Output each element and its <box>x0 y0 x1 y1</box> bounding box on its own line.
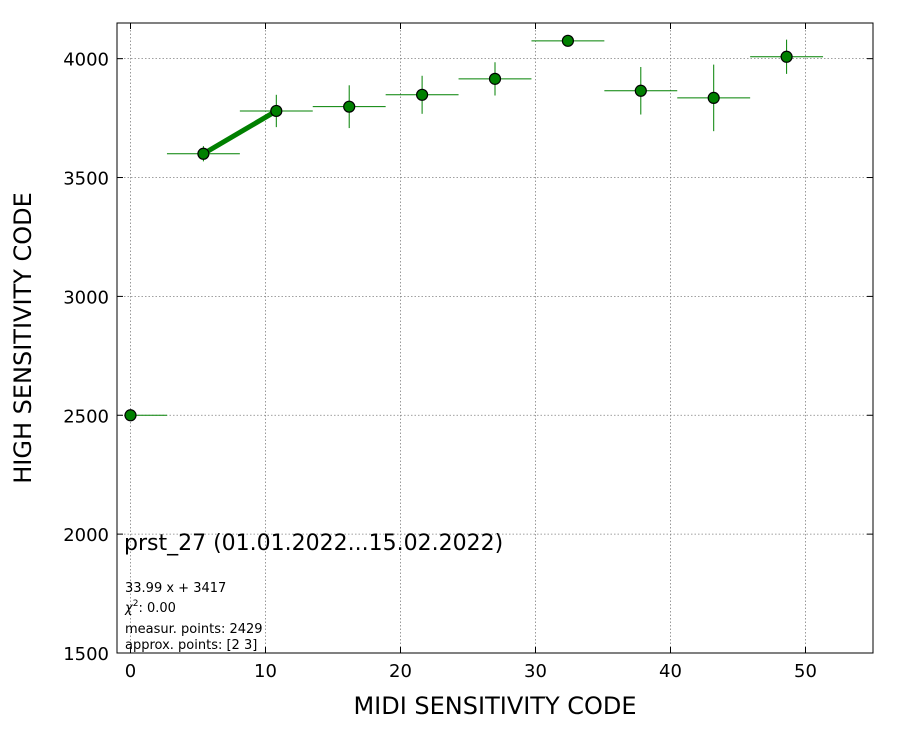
y-tick-label: 4000 <box>63 50 109 71</box>
data-point <box>270 104 283 118</box>
annotation-chi2: χ2: 0.00 <box>124 599 176 616</box>
chi2-value: : 0.00 <box>138 601 175 616</box>
y-axis-ticks: 1500 2000 2500 3000 3500 4000 <box>63 50 873 665</box>
x-tick-label: 40 <box>659 661 682 682</box>
chi2-symbol: χ <box>124 601 134 616</box>
annotation-block: prst_27 (01.01.2022...15.02.2022) 33.99 … <box>124 531 503 653</box>
data-point <box>780 50 793 63</box>
y-tick-label: 2500 <box>63 406 109 427</box>
annotation-title: prst_27 (01.01.2022...15.02.2022) <box>124 531 503 556</box>
annotation-approx-points: approx. points: [2 3] <box>125 638 257 653</box>
data-point <box>416 88 429 101</box>
data-point <box>124 409 137 422</box>
x-tick-label: 20 <box>389 661 412 682</box>
data-point <box>488 72 502 85</box>
x-tick-label: 10 <box>254 661 277 682</box>
x-tick-label: 50 <box>794 661 817 682</box>
annotation-fit: 33.99 x + 3417 <box>125 581 226 596</box>
plot-frame <box>116 22 874 654</box>
data-point <box>343 100 356 113</box>
annotation-measur-points: measur. points: 2429 <box>125 622 263 637</box>
data-point <box>707 91 720 104</box>
data-point <box>634 84 647 97</box>
x-tick-label: 0 <box>125 661 136 682</box>
x-axis-ticks: 0 10 20 30 40 50 <box>125 23 817 682</box>
y-axis-label: HIGH SENSITIVITY CODE <box>9 192 37 484</box>
fit-line <box>202 108 278 156</box>
fit-line-group <box>202 108 278 156</box>
chi2-exponent: 2 <box>133 599 139 609</box>
y-tick-label: 2000 <box>63 525 109 546</box>
data-points <box>124 34 793 422</box>
y-tick-label: 3500 <box>63 169 109 190</box>
y-tick-label: 1500 <box>63 644 109 665</box>
x-axis-label: MIDI SENSITIVITY CODE <box>353 692 636 720</box>
grid <box>117 23 873 654</box>
data-point <box>561 34 575 47</box>
data-point <box>197 147 210 160</box>
x-tick-label: 30 <box>524 661 547 682</box>
y-tick-label: 3000 <box>63 287 109 308</box>
